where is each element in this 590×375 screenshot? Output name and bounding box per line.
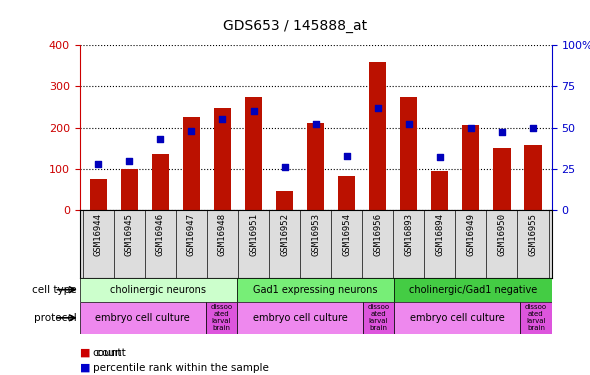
- Text: cholinergic/Gad1 negative: cholinergic/Gad1 negative: [409, 285, 537, 295]
- Bar: [276, 191, 293, 210]
- Text: GSM16951: GSM16951: [249, 213, 258, 256]
- Point: [342, 153, 352, 159]
- Bar: [80, 302, 205, 334]
- Text: dissoo
ated
larval
brain: dissoo ated larval brain: [210, 304, 232, 332]
- Point: [373, 105, 382, 111]
- Point: [435, 154, 445, 160]
- Point: [186, 128, 196, 134]
- Point: [311, 121, 320, 127]
- Bar: [493, 148, 510, 210]
- Point: [497, 129, 507, 135]
- Bar: [431, 171, 448, 210]
- Text: GSM16948: GSM16948: [218, 213, 227, 256]
- Bar: [237, 278, 394, 302]
- Text: ■  count: ■ count: [80, 348, 126, 358]
- Text: Gad1 expressing neurons: Gad1 expressing neurons: [253, 285, 378, 295]
- Text: GSM16955: GSM16955: [529, 213, 537, 256]
- Bar: [369, 62, 386, 210]
- Text: embryo cell culture: embryo cell culture: [410, 313, 504, 323]
- Text: count: count: [93, 348, 122, 358]
- Text: dissoo
ated
larval
brain: dissoo ated larval brain: [525, 304, 547, 332]
- Bar: [245, 97, 262, 210]
- Text: GSM16946: GSM16946: [156, 213, 165, 256]
- Text: protocol: protocol: [34, 313, 77, 323]
- Point: [156, 136, 165, 142]
- Text: GDS653 / 145888_at: GDS653 / 145888_at: [223, 19, 367, 33]
- Bar: [463, 125, 480, 210]
- Bar: [121, 169, 138, 210]
- Text: GSM16956: GSM16956: [373, 213, 382, 256]
- Bar: [525, 145, 542, 210]
- Point: [404, 121, 414, 127]
- Text: ■: ■: [80, 348, 90, 358]
- Point: [94, 161, 103, 167]
- Text: embryo cell culture: embryo cell culture: [253, 313, 348, 323]
- Bar: [152, 154, 169, 210]
- Point: [218, 116, 227, 122]
- Text: dissoo
ated
larval
brain: dissoo ated larval brain: [368, 304, 389, 332]
- Text: GSM16952: GSM16952: [280, 213, 289, 256]
- Text: GSM16894: GSM16894: [435, 213, 444, 256]
- Text: ■: ■: [80, 363, 90, 373]
- Bar: [363, 302, 394, 334]
- Text: GSM16954: GSM16954: [342, 213, 351, 256]
- Bar: [400, 97, 417, 210]
- Bar: [214, 108, 231, 210]
- Text: GSM16953: GSM16953: [311, 213, 320, 256]
- Point: [466, 124, 476, 130]
- Bar: [90, 179, 107, 210]
- Point: [280, 164, 289, 170]
- Bar: [520, 302, 552, 334]
- Bar: [394, 302, 520, 334]
- Bar: [80, 278, 237, 302]
- Bar: [237, 302, 363, 334]
- Bar: [307, 123, 324, 210]
- Text: cell type: cell type: [32, 285, 77, 295]
- Text: GSM16947: GSM16947: [187, 213, 196, 256]
- Point: [249, 108, 258, 114]
- Text: GSM16893: GSM16893: [404, 213, 414, 256]
- Text: GSM16949: GSM16949: [467, 213, 476, 256]
- Point: [124, 158, 134, 164]
- Text: GSM16945: GSM16945: [125, 213, 134, 256]
- Bar: [183, 117, 200, 210]
- Text: GSM16950: GSM16950: [497, 213, 506, 256]
- Text: cholinergic neurons: cholinergic neurons: [110, 285, 206, 295]
- Text: GSM16944: GSM16944: [94, 213, 103, 256]
- Bar: [394, 278, 552, 302]
- Bar: [338, 176, 355, 210]
- Point: [528, 124, 537, 130]
- Bar: [205, 302, 237, 334]
- Text: embryo cell culture: embryo cell culture: [95, 313, 190, 323]
- Text: percentile rank within the sample: percentile rank within the sample: [93, 363, 268, 373]
